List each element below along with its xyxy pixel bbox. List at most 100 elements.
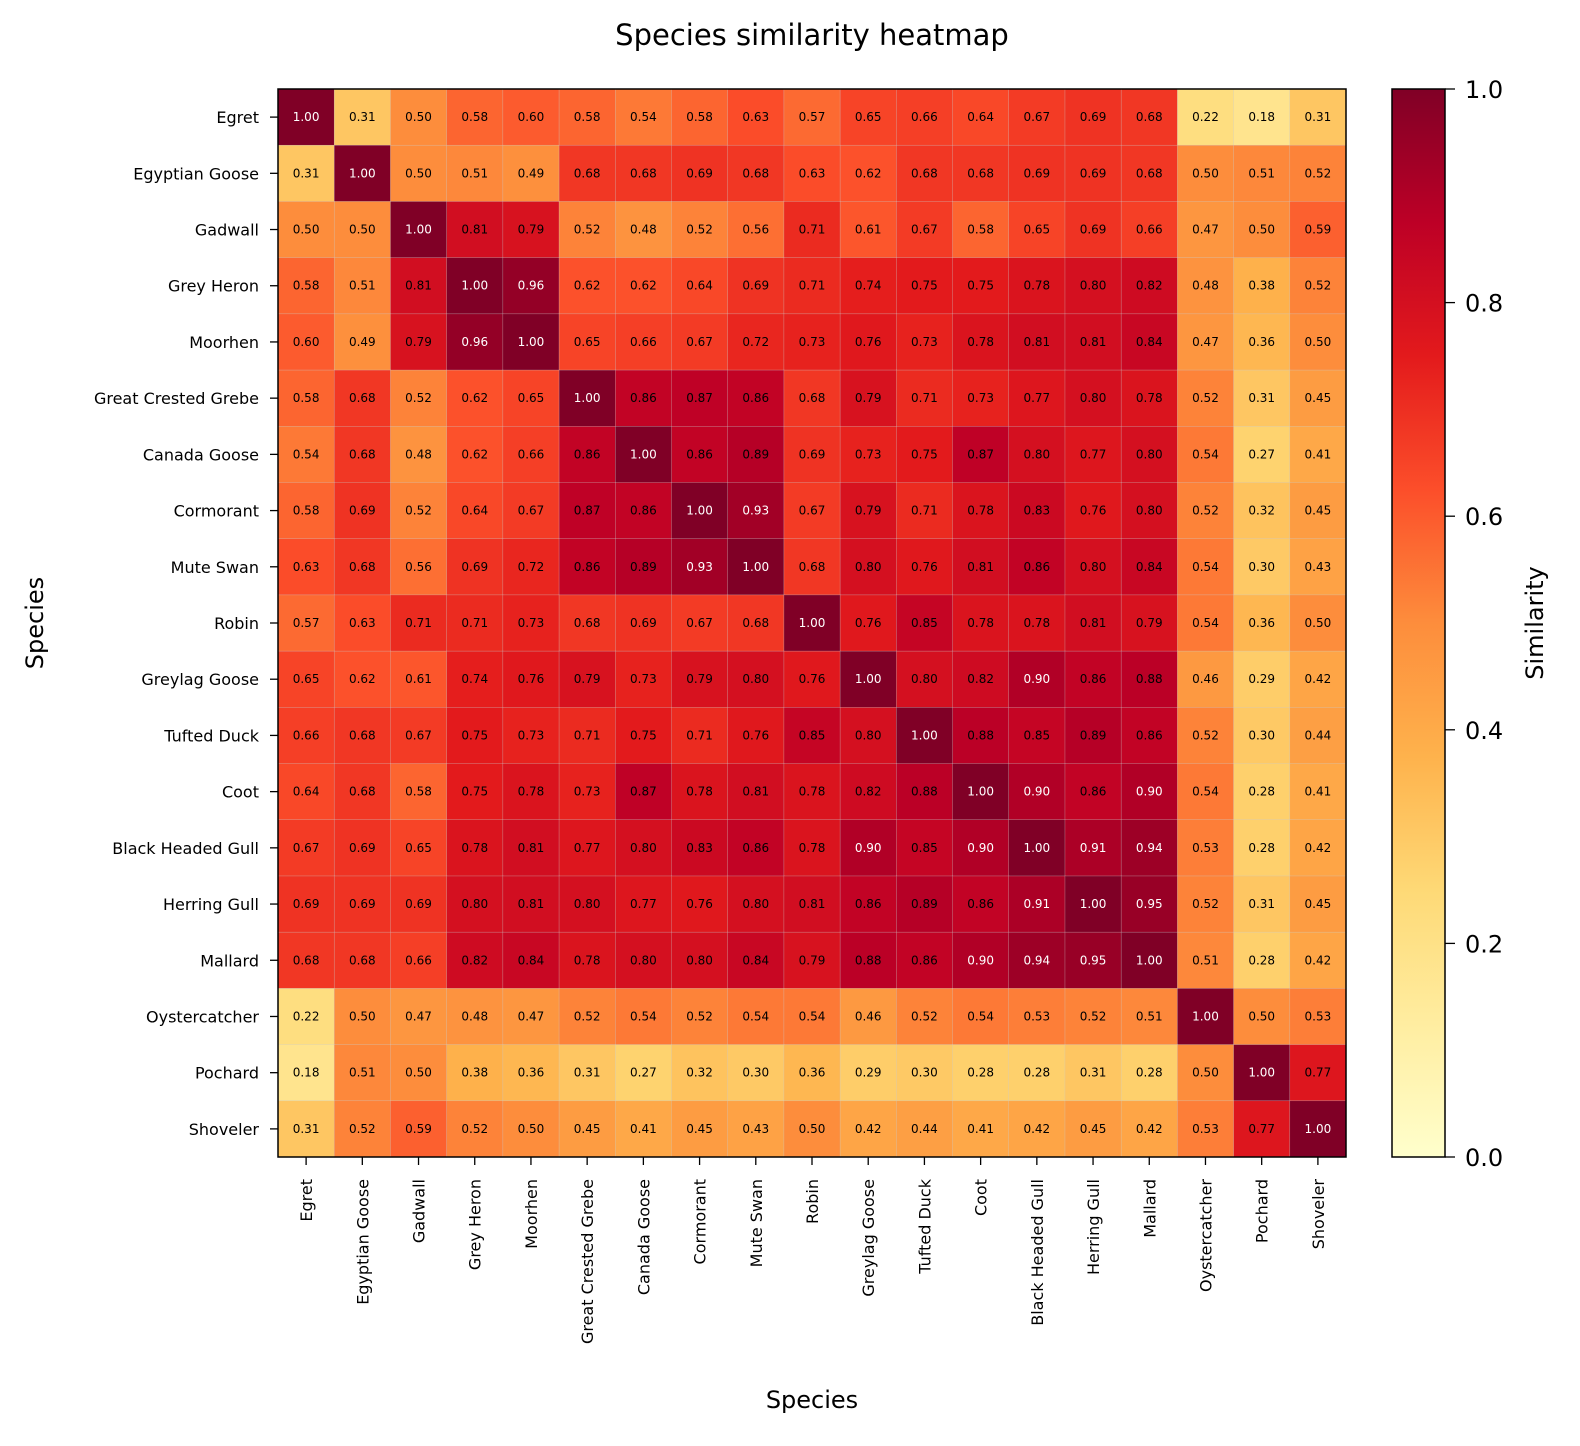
cell-value-label: 0.86 (574, 560, 601, 574)
heatmap-cell (783, 538, 841, 596)
cell-value-label: 0.58 (293, 391, 320, 405)
cell-value-label: 0.50 (1305, 335, 1332, 349)
cell-value-label: 0.42 (1305, 672, 1332, 686)
cell-value-label: 0.36 (1248, 616, 1275, 630)
heatmap-cell-labels: 1.00 0.31 0.50 0.58 0.60 0.58 0.54 0.58 0.63 0.57… (293, 110, 1332, 1136)
cell-value-label: 0.69 (1080, 166, 1107, 180)
heatmap-cell (727, 482, 785, 540)
cell-value-label: 0.58 (293, 504, 320, 518)
cell-value-label: 0.79 (1136, 616, 1163, 630)
heatmap-cell (1120, 201, 1178, 259)
heatmap-cell (1233, 88, 1291, 146)
heatmap-cell (1008, 819, 1066, 877)
heatmap-cell (1064, 988, 1122, 1046)
heatmap-cell (502, 707, 560, 765)
cell-value-label: 0.76 (911, 560, 938, 574)
x-tick-label: Mute Swan (747, 1179, 766, 1267)
cell-value-label: 0.51 (461, 166, 488, 180)
cell-value-label: 0.73 (518, 616, 545, 630)
y-tick-label: Mute Swan (171, 558, 259, 577)
cell-value-label: 0.67 (518, 504, 545, 518)
cell-value-label: 0.86 (967, 897, 994, 911)
cell-value-label: 0.68 (911, 166, 938, 180)
y-tick-label: Gadwall (195, 221, 259, 240)
heatmap-cell (1233, 875, 1291, 933)
cell-value-label: 0.42 (1136, 1122, 1163, 1136)
cell-value-label: 0.79 (574, 672, 601, 686)
heatmap-cell (446, 650, 504, 708)
heatmap-cell (783, 707, 841, 765)
heatmap-cell (333, 369, 391, 427)
heatmap-cell (839, 313, 897, 371)
cell-value-label: 0.54 (1192, 616, 1219, 630)
cell-value-label: 0.86 (630, 391, 657, 405)
cell-value-label: 0.88 (855, 953, 882, 967)
cell-value-label: 0.54 (1192, 560, 1219, 574)
heatmap-cell (952, 538, 1010, 596)
heatmap-cell (1289, 931, 1347, 989)
heatmap-cell (446, 594, 504, 652)
heatmap-cell (1064, 482, 1122, 540)
cell-value-label: 0.64 (686, 279, 713, 293)
cell-value-label: 0.52 (1192, 504, 1219, 518)
cell-value-label: 0.81 (967, 560, 994, 574)
cell-value-label: 0.45 (686, 1122, 713, 1136)
cell-value-label: 0.76 (742, 728, 769, 742)
heatmap-cell (277, 1100, 335, 1158)
cell-value-label: 0.78 (799, 841, 826, 855)
heatmap-cell (727, 931, 785, 989)
cell-value-label: 0.75 (967, 279, 994, 293)
x-tick-label: Cormorant (691, 1179, 710, 1264)
cell-value-label: 0.76 (1080, 504, 1107, 518)
heatmap-cell (1289, 313, 1347, 371)
cell-value-label: 0.27 (630, 1066, 657, 1080)
cell-value-label: 0.59 (405, 1122, 432, 1136)
cell-value-label: 0.86 (630, 504, 657, 518)
cell-value-label: 0.94 (1136, 841, 1163, 855)
heatmap-cell (615, 201, 673, 259)
heatmap-cell (390, 875, 448, 933)
cell-value-label: 0.52 (574, 223, 601, 237)
cell-value-label: 0.68 (742, 166, 769, 180)
cell-value-label: 0.84 (1136, 335, 1163, 349)
heatmap-cell (1064, 88, 1122, 146)
heatmap-cell (727, 875, 785, 933)
cell-value-label: 0.67 (405, 728, 432, 742)
cell-value-label: 0.46 (855, 1009, 882, 1023)
heatmap-cell (727, 257, 785, 315)
heatmap-cell (1289, 707, 1347, 765)
heatmap-cell (502, 538, 560, 596)
cell-value-label: 0.88 (1136, 672, 1163, 686)
heatmap-cell (615, 426, 673, 484)
heatmap-cell (1233, 1044, 1291, 1102)
cell-value-label: 0.50 (518, 1122, 545, 1136)
heatmap-cell (502, 482, 560, 540)
x-axis-title: Species (766, 1386, 858, 1414)
heatmap-cell (1120, 538, 1178, 596)
cell-value-label: 0.69 (293, 897, 320, 911)
heatmap-cell (839, 426, 897, 484)
cell-value-label: 0.41 (967, 1122, 994, 1136)
heatmap-cell (783, 426, 841, 484)
cell-value-label: 0.73 (799, 335, 826, 349)
cell-value-label: 0.43 (742, 1122, 769, 1136)
y-tick-label: Greylag Goose (141, 670, 259, 689)
y-tick-label: Herring Gull (163, 895, 259, 914)
x-tick-label: Shoveler (1309, 1179, 1328, 1250)
cell-value-label: 0.52 (686, 1009, 713, 1023)
heatmap-cell (1233, 931, 1291, 989)
cell-value-label: 0.68 (349, 447, 376, 461)
heatmap-cell (1008, 707, 1066, 765)
heatmap-cell (558, 1044, 616, 1102)
heatmap-cell (671, 538, 729, 596)
y-tick-label: Canada Goose (143, 445, 259, 464)
cell-value-label: 0.78 (518, 785, 545, 799)
cell-value-label: 0.30 (911, 1066, 938, 1080)
heatmap-cell (1120, 650, 1178, 708)
heatmap-cell (390, 369, 448, 427)
heatmap-cell (952, 201, 1010, 259)
heatmap-cell (558, 88, 616, 146)
cell-value-label: 0.76 (855, 335, 882, 349)
heatmap-cell (446, 988, 504, 1046)
cell-value-label: 0.66 (405, 953, 432, 967)
